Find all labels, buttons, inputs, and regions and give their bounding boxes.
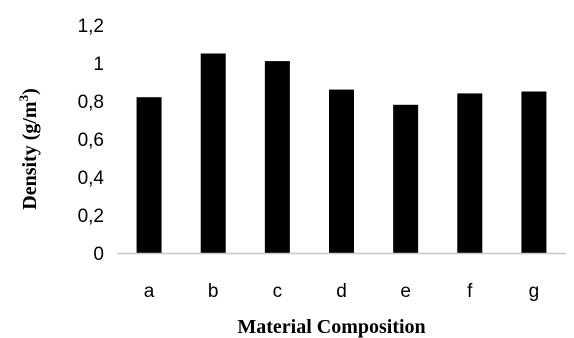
bar-f [457,93,483,254]
x-tick-label-a: a [144,281,155,302]
y-axis-ticks: 0 0,2 0,4 0,6 0,8 1 1,2 [78,16,105,265]
y-tick-label: 0 [93,244,104,265]
y-axis-title-main: Density (g/m [19,101,41,210]
bar-series [136,53,547,254]
x-tick-label-g: g [529,281,540,302]
x-tick-label-e: e [400,281,411,302]
y-tick-label: 0,8 [78,92,104,113]
x-tick-label-f: f [467,281,473,302]
x-axis-title: Material Composition [237,316,425,338]
y-tick-label: 1,2 [78,16,104,37]
bar-a [136,97,162,253]
x-tick-label-c: c [273,281,283,302]
bar-b [200,53,226,253]
x-axis-ticks: a b c d e f g [144,281,539,302]
y-axis-title-superscript: 3 [16,94,31,101]
x-tick-label-d: d [336,281,347,302]
y-tick-label: 0,6 [78,130,104,151]
y-axis-title-end: ) [19,88,41,95]
y-tick-label: 1 [93,54,104,75]
bar-e [393,104,419,253]
y-tick-label: 0,4 [78,168,105,189]
y-tick-label: 0,2 [78,206,104,227]
bar-c [264,61,290,253]
x-tick-label-b: b [208,281,219,302]
y-axis-title: Density (g/m3) [16,88,41,210]
bar-d [329,89,354,253]
bar-g [521,91,547,253]
